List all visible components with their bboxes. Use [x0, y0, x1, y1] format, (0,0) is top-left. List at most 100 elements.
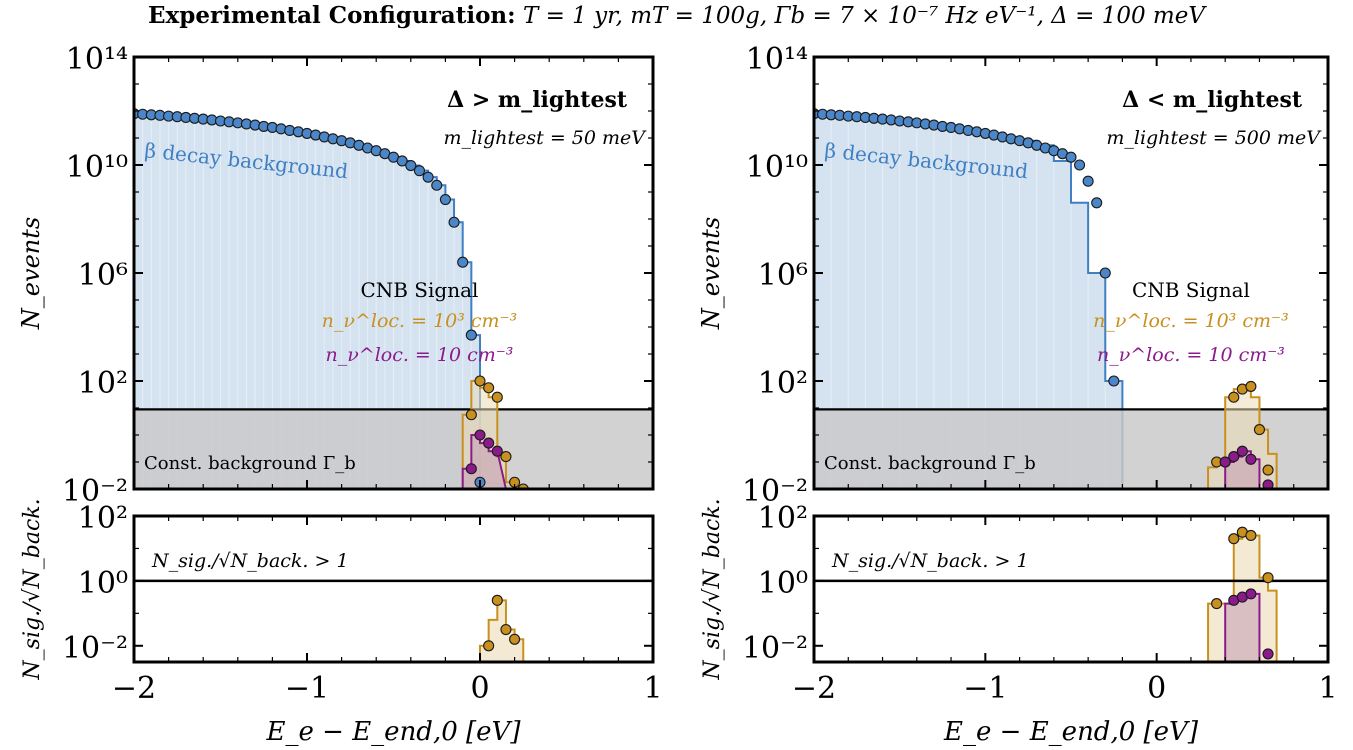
annotation-sub: m_lightest = 50 meV — [443, 127, 647, 149]
purple-marker — [1245, 453, 1257, 465]
y-axis-label: N_sig./√N_back. — [700, 498, 725, 680]
purple-marker — [1262, 648, 1274, 660]
purple-marker — [1262, 479, 1274, 489]
gold-marker — [483, 382, 495, 394]
gold-marker — [500, 624, 512, 636]
annotation-main: Δ > m_lightest — [447, 87, 628, 113]
annotation-main: Δ < m_lightest — [1122, 87, 1303, 113]
gold-marker — [483, 640, 495, 652]
x-tick-label: −1 — [285, 671, 329, 706]
plot-area — [134, 579, 653, 662]
gold-marker — [491, 391, 503, 403]
beta-marker — [1082, 175, 1094, 187]
x-tick-label: −2 — [792, 671, 836, 706]
gold-marker — [491, 594, 503, 606]
x-axis-label: E_e − E_end,0 [eV] — [266, 717, 522, 747]
gold-marker — [1228, 533, 1240, 545]
purple-marker — [491, 445, 503, 457]
plot-area — [814, 108, 1328, 489]
top-panel-2: 10⁻² 10² 10⁶ 10¹⁰ 10¹⁴ N_events Δ < m_lightest… — [697, 42, 1330, 509]
gold-marker — [474, 375, 486, 387]
figure-title-rest: T = 1 yr, mT = 100g, Γb = 7 × 10⁻⁷ Hz eV… — [522, 3, 1205, 29]
y-tick-label: 10⁶ — [78, 258, 128, 293]
beta-marker — [405, 159, 417, 172]
y-tick-label: 10⁶ — [758, 258, 808, 293]
plot-area — [134, 0, 653, 489]
y-tick-label: 10² — [78, 501, 128, 536]
signal-gold-label: n_ν^loc. = 10³ cm⁻³ — [1093, 310, 1289, 332]
gold-marker — [509, 633, 521, 645]
panel-frame — [812, 514, 1330, 664]
signal-purple-label: n_ν^loc. = 10 cm⁻³ — [325, 344, 513, 366]
y-axis-label: N_sig./√N_back. — [20, 498, 45, 680]
threshold-label: N_sig./√N_back. > 1 — [831, 550, 1029, 572]
x-tick-label: 0 — [470, 671, 489, 706]
y-tick-label: 10⁰ — [78, 566, 128, 601]
beta-marker — [510, 0, 520, 5]
y-axis-label: N_events — [17, 217, 45, 330]
purple-marker — [1236, 445, 1248, 457]
beta-marker — [1074, 159, 1086, 171]
x-tick-label: −2 — [112, 671, 156, 706]
beta-marker — [518, 0, 528, 5]
x-tick-label: 1 — [643, 671, 662, 706]
y-tick-label: 10⁻² — [742, 631, 808, 666]
gold-marker — [1211, 598, 1223, 610]
y-tick-label: 10¹⁴ — [746, 42, 808, 77]
gold-marker — [1245, 380, 1257, 392]
const-background-band — [134, 409, 653, 489]
purple-marker — [483, 437, 495, 449]
y-tick-label: 10¹⁰ — [746, 150, 808, 185]
bottom-panel-1: 10⁻² 10⁰ 10² −2 −1 0 1 N_sig./√N_back. E_e − E_e… — [20, 498, 663, 747]
const-background-label: Const. background Γ_b — [824, 453, 1036, 474]
y-tick-label: 10⁰ — [758, 566, 808, 601]
panel-frame — [132, 514, 655, 664]
gold-marker — [465, 409, 477, 421]
gold-marker — [1262, 572, 1274, 584]
purple-marker — [474, 429, 486, 441]
signal-title: CNB Signal — [360, 278, 478, 302]
beta-marker — [396, 155, 408, 167]
signal-title: CNB Signal — [1132, 278, 1250, 302]
annotation-sub: m_lightest = 500 meV — [1106, 127, 1322, 149]
y-tick-label: 10² — [78, 366, 128, 401]
plot-area — [814, 526, 1328, 662]
beta-marker — [1108, 375, 1120, 387]
gold-marker — [1262, 464, 1274, 476]
beta-marker — [501, 0, 511, 5]
beta-marker — [422, 171, 434, 183]
beta-marker — [484, 0, 494, 5]
threshold-label: N_sig./√N_back. > 1 — [151, 550, 349, 572]
x-tick-label: 0 — [1147, 671, 1166, 706]
y-tick-label: 10⁻² — [62, 631, 128, 666]
const-background-label: Const. background Γ_b — [144, 453, 356, 474]
y-tick-label: 10¹⁰ — [66, 150, 128, 185]
beta-marker — [1091, 197, 1103, 209]
figure-title: Experimental Configuration: T = 1 yr, mT… — [0, 2, 1353, 29]
x-axis-label: E_e − E_end,0 [eV] — [943, 717, 1199, 747]
gold-marker — [500, 451, 512, 463]
beta-marker — [492, 0, 502, 5]
beta-marker — [1099, 267, 1111, 279]
signal-gold-label: n_ν^loc. = 10³ cm⁻³ — [322, 310, 518, 332]
beta-marker — [465, 329, 477, 341]
top-panel-1: 10⁻² 10² 10⁶ 10¹⁰ 10¹⁴ N_events Δ > m_lightest… — [17, 0, 655, 509]
beta-marker — [448, 216, 460, 228]
y-tick-label: 10⁻² — [742, 474, 808, 509]
y-tick-label: 10⁻² — [62, 474, 128, 509]
signal-purple-label: n_ν^loc. = 10 cm⁻³ — [1097, 344, 1285, 366]
gold-marker — [1245, 529, 1257, 542]
beta-fill — [134, 113, 524, 489]
purple-marker — [1245, 588, 1257, 600]
x-tick-label: 1 — [1318, 671, 1337, 706]
y-tick-label: 10² — [758, 501, 808, 536]
beta-marker — [439, 194, 451, 206]
y-axis-label: N_events — [697, 217, 725, 330]
x-tick-label: −1 — [963, 671, 1007, 706]
beta-marker — [457, 256, 469, 268]
y-tick-label: 10² — [758, 366, 808, 401]
figure-title-bold: Experimental Configuration: — [148, 2, 516, 29]
gold-marker — [1253, 424, 1266, 436]
beta-marker — [1065, 151, 1077, 163]
